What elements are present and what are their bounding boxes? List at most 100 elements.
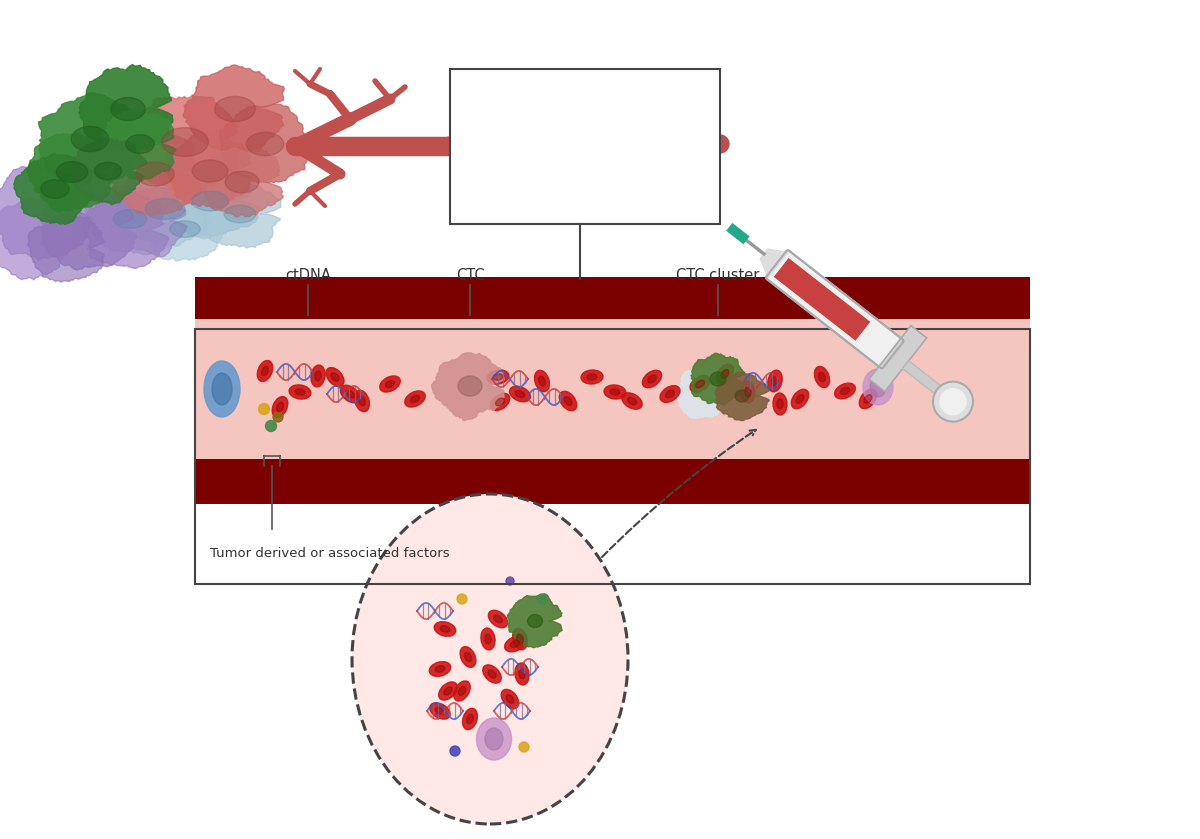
Ellipse shape <box>404 391 425 407</box>
Ellipse shape <box>410 395 420 403</box>
Ellipse shape <box>502 690 518 709</box>
Ellipse shape <box>488 610 508 628</box>
Ellipse shape <box>496 399 504 406</box>
Ellipse shape <box>721 369 728 378</box>
Text: CTC cluster: CTC cluster <box>677 268 760 283</box>
Circle shape <box>520 742 529 752</box>
Ellipse shape <box>622 393 642 409</box>
FancyBboxPatch shape <box>194 459 1030 504</box>
Ellipse shape <box>257 361 272 382</box>
Ellipse shape <box>379 376 401 392</box>
Ellipse shape <box>476 718 511 760</box>
Ellipse shape <box>192 191 228 211</box>
Ellipse shape <box>226 171 259 193</box>
Ellipse shape <box>791 389 809 409</box>
Ellipse shape <box>354 390 370 412</box>
Ellipse shape <box>145 199 185 220</box>
Circle shape <box>450 746 460 756</box>
Ellipse shape <box>272 397 288 418</box>
Polygon shape <box>432 352 504 420</box>
Polygon shape <box>162 165 259 239</box>
FancyBboxPatch shape <box>766 250 904 368</box>
Ellipse shape <box>434 622 456 636</box>
Ellipse shape <box>215 96 256 122</box>
Ellipse shape <box>385 380 395 388</box>
Ellipse shape <box>515 663 529 685</box>
Ellipse shape <box>224 206 256 223</box>
Ellipse shape <box>628 398 636 404</box>
Text: CTC: CTC <box>456 268 485 283</box>
Ellipse shape <box>458 376 482 396</box>
Ellipse shape <box>776 399 784 409</box>
Ellipse shape <box>510 386 530 402</box>
Ellipse shape <box>512 628 527 649</box>
Polygon shape <box>112 133 202 216</box>
Ellipse shape <box>460 647 476 667</box>
Ellipse shape <box>314 371 322 381</box>
Polygon shape <box>38 93 142 184</box>
Ellipse shape <box>534 370 550 392</box>
Ellipse shape <box>352 494 628 824</box>
Text: Tumor derived or associated factors: Tumor derived or associated factors <box>210 547 450 560</box>
Ellipse shape <box>716 364 733 384</box>
Polygon shape <box>116 185 187 257</box>
Polygon shape <box>200 180 281 248</box>
Ellipse shape <box>162 128 209 156</box>
Text: ctDNA: ctDNA <box>286 268 331 283</box>
Ellipse shape <box>444 687 452 695</box>
Ellipse shape <box>515 390 524 398</box>
Ellipse shape <box>464 653 472 662</box>
Polygon shape <box>0 162 95 260</box>
Polygon shape <box>200 149 283 217</box>
Ellipse shape <box>295 388 305 395</box>
Ellipse shape <box>581 370 602 384</box>
FancyBboxPatch shape <box>902 361 943 396</box>
Ellipse shape <box>870 377 886 397</box>
FancyBboxPatch shape <box>869 326 926 392</box>
Circle shape <box>457 594 467 604</box>
Circle shape <box>258 404 270 414</box>
Ellipse shape <box>818 373 826 382</box>
Ellipse shape <box>648 375 656 383</box>
Ellipse shape <box>660 386 680 403</box>
Ellipse shape <box>331 373 340 381</box>
Circle shape <box>274 412 283 422</box>
FancyBboxPatch shape <box>774 258 870 341</box>
Ellipse shape <box>505 636 526 652</box>
Ellipse shape <box>430 703 450 719</box>
Ellipse shape <box>113 210 146 228</box>
Circle shape <box>506 577 514 585</box>
Ellipse shape <box>136 162 174 186</box>
Ellipse shape <box>204 361 240 417</box>
Polygon shape <box>115 169 212 248</box>
FancyBboxPatch shape <box>194 277 1030 319</box>
Ellipse shape <box>493 374 503 380</box>
Ellipse shape <box>528 614 542 628</box>
Ellipse shape <box>71 127 109 152</box>
Ellipse shape <box>835 383 856 399</box>
Ellipse shape <box>490 393 510 410</box>
Ellipse shape <box>276 403 283 412</box>
Ellipse shape <box>493 615 503 623</box>
Ellipse shape <box>510 640 520 648</box>
Polygon shape <box>130 96 240 194</box>
Polygon shape <box>715 372 769 420</box>
Polygon shape <box>82 191 169 268</box>
Ellipse shape <box>773 393 787 415</box>
Polygon shape <box>184 65 284 152</box>
Polygon shape <box>26 133 115 212</box>
Polygon shape <box>220 104 308 183</box>
Ellipse shape <box>436 707 444 715</box>
Ellipse shape <box>439 682 457 700</box>
Ellipse shape <box>311 365 325 387</box>
Ellipse shape <box>734 390 749 402</box>
Ellipse shape <box>110 97 145 121</box>
FancyBboxPatch shape <box>194 319 1030 459</box>
Ellipse shape <box>740 381 755 403</box>
Circle shape <box>940 388 966 414</box>
Ellipse shape <box>796 394 804 404</box>
Polygon shape <box>41 182 137 270</box>
Ellipse shape <box>436 665 445 672</box>
Ellipse shape <box>462 708 478 730</box>
Ellipse shape <box>262 367 269 376</box>
